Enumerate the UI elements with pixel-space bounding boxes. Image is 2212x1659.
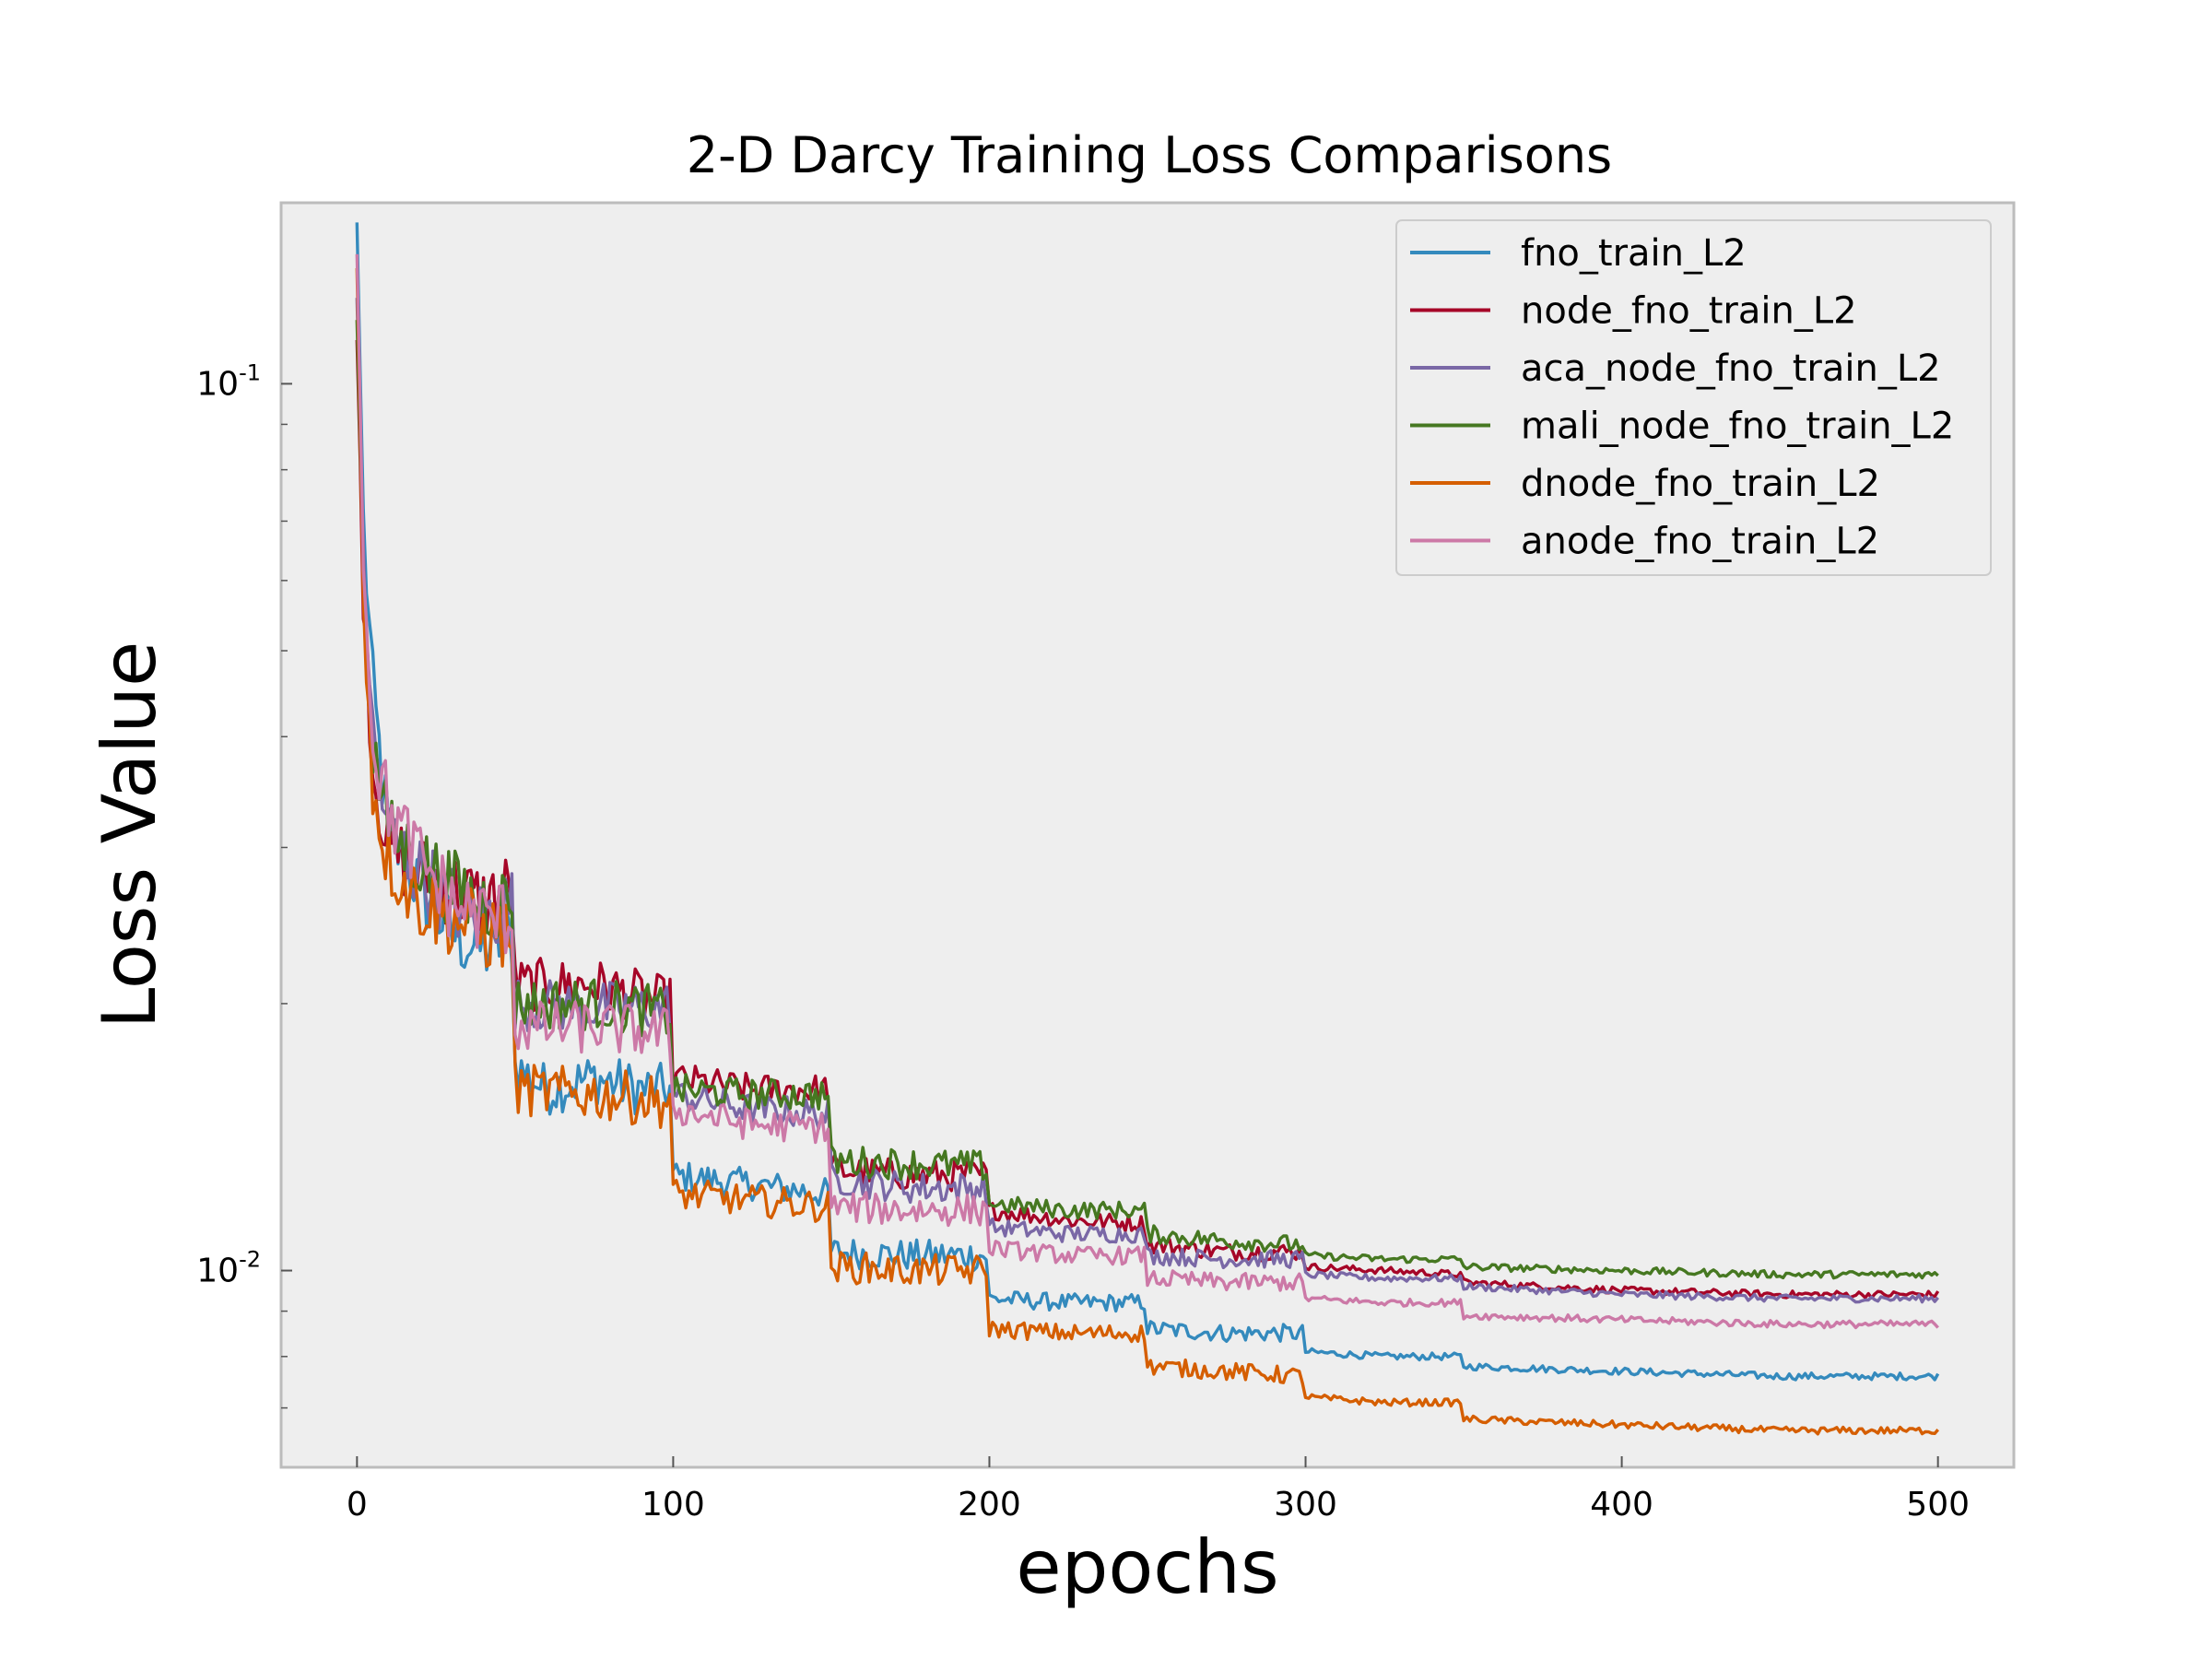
x-tick-label: 400 [1590, 1486, 1653, 1524]
legend-frame [1395, 219, 1992, 576]
series-line-dnode_fno_train_L2 [355, 267, 1940, 1436]
legend-label: dnode_fno_train_L2 [1521, 463, 1880, 505]
series-line-anode_fno_train_L2 [355, 253, 1939, 1330]
y-tick-label: 10-1 [196, 359, 261, 403]
x-tick-label: 500 [1906, 1486, 1970, 1524]
chart-title: 2-D Darcy Training Loss Comparisons [687, 126, 1612, 184]
series-line-fno_train_L2 [355, 222, 1940, 1382]
legend-label: fno_train_L2 [1521, 232, 1747, 275]
series-line-mali_node_fno_train_L2 [355, 320, 1939, 1280]
axis-ticks: 0 100 200 300 400 500 10-1 10-2 [196, 359, 1970, 1524]
x-axis-label: epochs [1016, 1524, 1278, 1610]
x-tick-label: 0 [347, 1486, 368, 1524]
y-axis-label: Loss Value [87, 641, 172, 1030]
y-tick-label: 10-2 [196, 1247, 261, 1290]
legend-label: anode_fno_train_L2 [1521, 521, 1879, 563]
x-tick-label: 100 [641, 1486, 705, 1524]
legend-label: node_fno_train_L2 [1521, 290, 1857, 333]
legend: fno_train_L2 node_fno_train_L2 aca_node_fn… [1395, 219, 1992, 576]
x-tick-label: 300 [1274, 1486, 1337, 1524]
legend-label: mali_node_fno_train_L2 [1521, 406, 1954, 448]
x-tick-label: 200 [958, 1486, 1021, 1524]
series-lines [355, 222, 1940, 1436]
legend-label: aca_node_fno_train_L2 [1521, 347, 1941, 390]
